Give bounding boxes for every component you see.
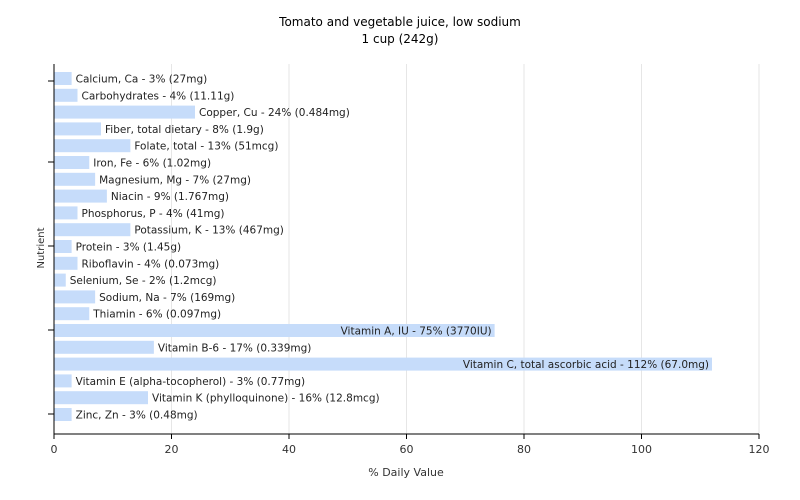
bar-label: Magnesium, Mg - 7% (27mg) [99,174,251,186]
bar [54,189,107,203]
bar-labels-group: Calcium, Ca - 3% (27mg) Carbohydrates - 4… [70,74,709,422]
bar-label: Vitamin C, total ascorbic acid - 112% (6… [463,359,709,371]
x-axis-label: % Daily Value [368,466,444,479]
bar [54,139,131,153]
bar-label: Potassium, K - 13% (467mg) [134,225,284,237]
bar [54,206,78,220]
bar-label: Iron, Fe - 6% (1.02mg) [93,158,211,170]
bar [54,122,101,136]
bar-label: Thiamin - 6% (0.097mg) [92,309,221,321]
x-tick-label: 60 [400,443,414,456]
bar-label: Vitamin B-6 - 17% (0.339mg) [158,342,312,354]
bar [54,408,72,421]
bar-label: Folate, total - 13% (51mcg) [134,141,278,153]
x-tick-label: 0 [51,443,58,456]
bar [54,223,131,237]
bar-label: Zinc, Zn - 3% (0.48mg) [76,410,198,422]
chart-title: Tomato and vegetable juice, low sodium [279,15,521,29]
bar-label: Riboflavin - 4% (0.073mg) [82,258,220,270]
bar [54,105,195,119]
bar [54,72,72,85]
x-tick-label: 80 [517,443,531,456]
bars-group [54,72,712,421]
bar [54,240,72,253]
bar-label: Copper, Cu - 24% (0.484mg) [199,107,350,119]
bar-label: Protein - 3% (1.45g) [76,242,182,254]
chart-subtitle: 1 cup (242g) [361,32,439,46]
bar [54,256,78,270]
y-axis-label: Nutrient [36,227,47,268]
bar [54,172,96,186]
bar-label: Fiber, total dietary - 8% (1.9g) [105,124,264,136]
bar-label: Phosphorus, P - 4% (41mg) [82,208,225,220]
bar [54,156,90,169]
bar [54,357,712,371]
bar-label: Carbohydrates - 4% (11.11g) [82,90,235,102]
bar-label: Calcium, Ca - 3% (27mg) [76,74,208,86]
x-tick-label: 120 [749,443,770,456]
bar [54,290,96,304]
bar [54,340,154,354]
bar-label: Vitamin A, IU - 75% (3770IU) [341,326,492,338]
bar-label: Vitamin E (alpha-tocopherol) - 3% (0.77m… [76,376,306,388]
bar [54,374,72,388]
bar [54,391,148,405]
bar [54,273,66,287]
bar-label: Niacin - 9% (1.767mg) [111,191,229,203]
bar [54,88,78,102]
x-ticks-group: 0 20 40 60 80 100 120 [51,434,770,456]
bar-label: Vitamin K (phylloquinone) - 16% (12.8mcg… [152,393,380,405]
x-tick-label: 100 [631,443,652,456]
bar [54,324,495,337]
bar [54,307,90,321]
x-tick-label: 40 [282,443,296,456]
grid-lines [171,64,760,434]
bar-label: Sodium, Na - 7% (169mg) [99,292,235,304]
x-tick-label: 20 [165,443,179,456]
bar-label: Selenium, Se - 2% (1.2mcg) [70,275,217,287]
